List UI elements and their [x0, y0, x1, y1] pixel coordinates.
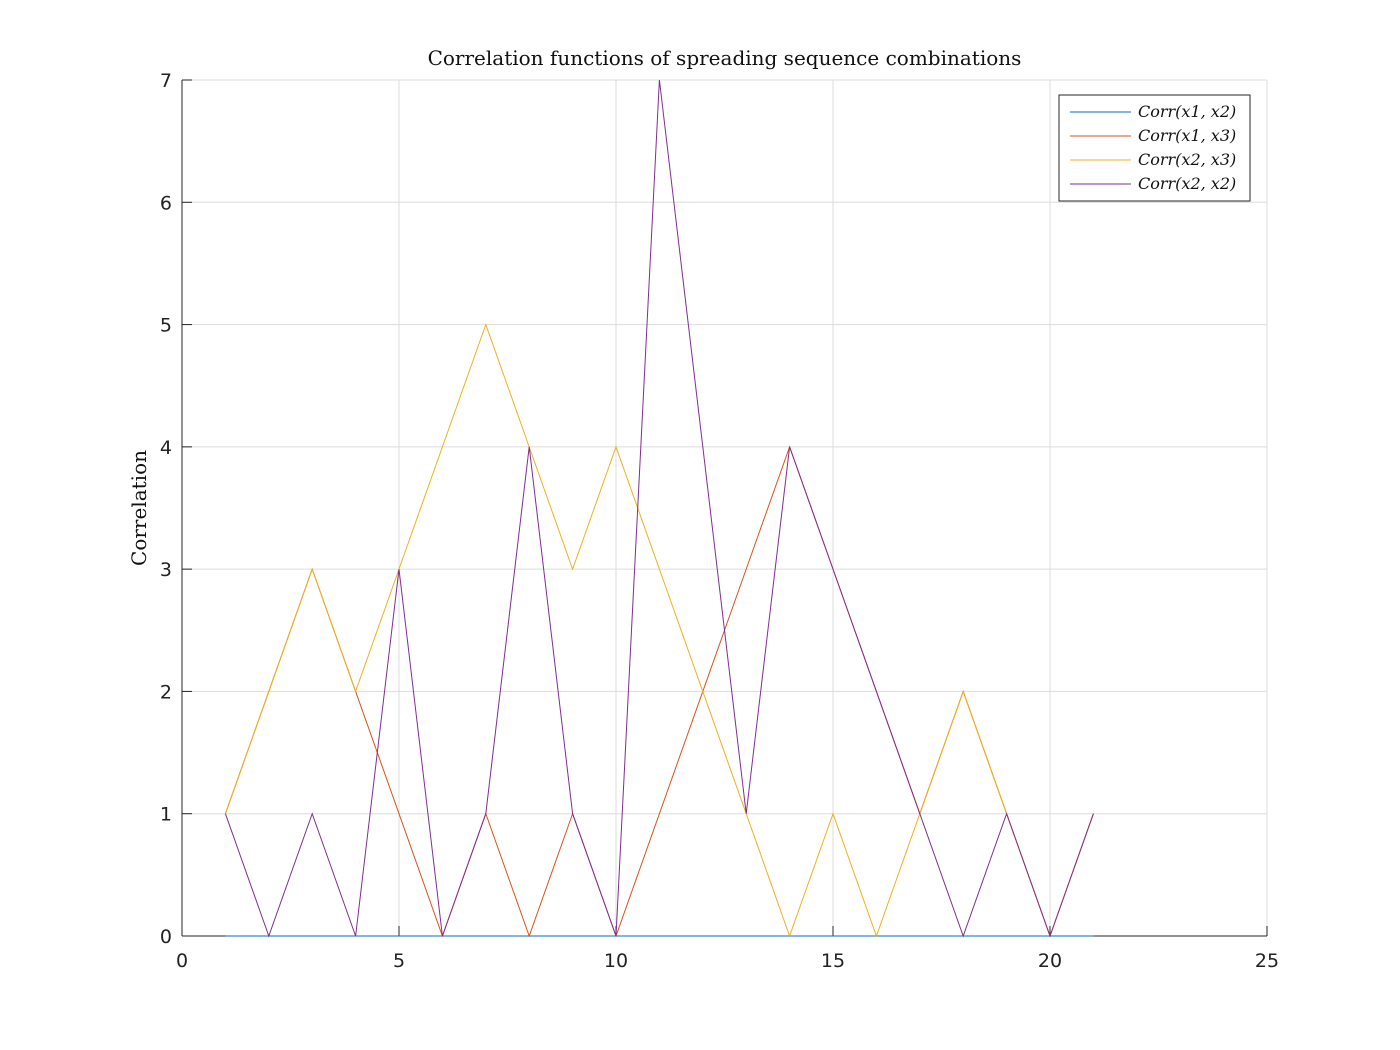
x-tick-label: 5	[393, 950, 405, 972]
series-line-3	[224, 323, 1094, 938]
legend-entry: Corr(x1, x2)	[1138, 102, 1236, 121]
legend-entry: Corr(x2, x2)	[1138, 174, 1236, 193]
y-tick-label: 2	[160, 681, 172, 703]
y-tick-label: 7	[160, 70, 172, 92]
x-tick-label: 20	[1038, 950, 1062, 972]
y-tick-label: 6	[160, 192, 172, 214]
y-tick-label: 5	[160, 315, 172, 337]
y-tick-label: 3	[160, 559, 172, 581]
x-tick-label: 25	[1255, 950, 1279, 972]
y-tick-label: 0	[160, 926, 172, 948]
legend-box	[1058, 94, 1251, 202]
legend: Corr(x1, x2) Corr(x1, x3) Corr(x2, x3) Corr…	[1058, 94, 1251, 202]
chart-title: Correlation functions of spreading seque…	[428, 46, 1022, 70]
x-tick-label: 0	[176, 950, 188, 972]
series-lines	[224, 79, 1094, 938]
grid-lines	[181, 79, 1268, 937]
y-axis-label: Correlation	[127, 450, 151, 566]
legend-entry: Corr(x2, x3)	[1138, 150, 1236, 169]
x-tick-label: 10	[604, 950, 628, 972]
x-tick-label: 15	[821, 950, 845, 972]
y-tick-label: 4	[160, 437, 172, 459]
plot-area	[182, 80, 1267, 936]
tick-labels: 0 5 10 15 20 25 0 1 2 3 4 5 6 7	[160, 70, 1279, 972]
legend-entry: Corr(x1, x3)	[1138, 126, 1236, 145]
series-line-4	[224, 79, 1094, 938]
y-tick-label: 1	[160, 804, 172, 826]
